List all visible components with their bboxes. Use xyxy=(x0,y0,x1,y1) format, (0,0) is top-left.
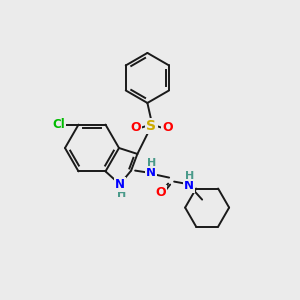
Text: N: N xyxy=(115,178,125,191)
Text: O: O xyxy=(130,122,141,134)
Text: H: H xyxy=(184,171,194,181)
Text: H: H xyxy=(117,189,127,199)
Text: O: O xyxy=(156,186,167,199)
Text: N: N xyxy=(146,166,156,179)
Text: S: S xyxy=(146,119,156,133)
Text: H: H xyxy=(146,158,156,168)
Text: O: O xyxy=(162,122,173,134)
Text: Cl: Cl xyxy=(52,118,65,131)
Text: N: N xyxy=(184,179,194,192)
